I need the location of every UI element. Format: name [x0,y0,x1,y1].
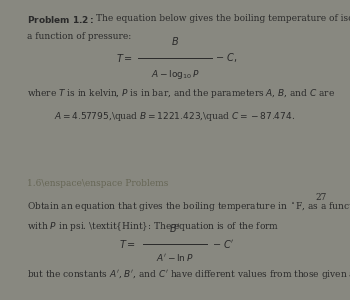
Text: where $T$ is in kelvin, $P$ is in bar, and the parameters $A$, $B$, and $C$ are: where $T$ is in kelvin, $P$ is in bar, a… [27,87,335,100]
Text: $-\ C,$: $-\ C,$ [215,51,238,64]
Text: Obtain an equation that gives the boiling temperature in $^\circ$F, as a functio: Obtain an equation that gives the boilin… [27,200,350,213]
Text: $A = 4.57795$,\quad $B = 1221.423$,\quad $C = -87.474$.: $A = 4.57795$,\quad $B = 1221.423$,\quad… [55,110,295,123]
Text: $B$: $B$ [171,35,179,47]
Text: The equation below gives the boiling temperature of isopropanol as: The equation below gives the boiling tem… [96,14,350,23]
Text: $T=$: $T=$ [119,238,136,250]
Text: 27: 27 [315,193,326,202]
Text: $B'$: $B'$ [169,222,181,234]
Text: a function of pressure:: a function of pressure: [27,32,131,41]
Text: $A'-\ln P$: $A'-\ln P$ [156,252,194,263]
Text: but the constants $A'$, $B'$, and $C'$ have different values from those given ab: but the constants $A'$, $B'$, and $C'$ h… [27,268,350,281]
Text: $\bf{Problem\ 1.2:}$: $\bf{Problem\ 1.2:}$ [27,14,94,25]
Text: with $P$ in psi. \textit{Hint}: The equation is of the form: with $P$ in psi. \textit{Hint}: The equa… [27,220,279,232]
Text: $A-\log_{10}P$: $A-\log_{10}P$ [151,68,199,81]
Text: 1.6\enspace\enspace Problems: 1.6\enspace\enspace Problems [27,179,168,188]
Text: $-\ C'$: $-\ C'$ [212,238,235,250]
Text: $T=$: $T=$ [116,52,133,64]
